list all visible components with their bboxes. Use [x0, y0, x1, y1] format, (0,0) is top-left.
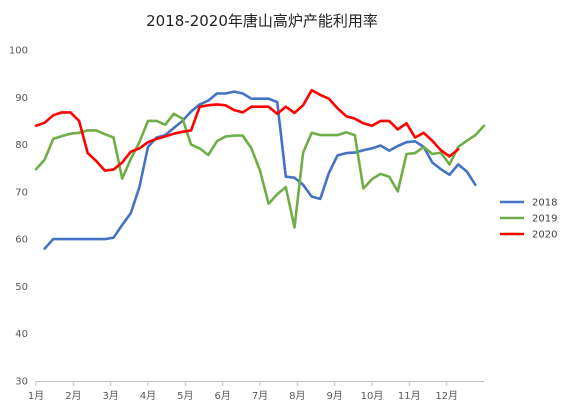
legend: 2018 2019 2020: [500, 198, 557, 241]
x-tick-label: 7月: [252, 390, 268, 402]
x-tick-label: 8月: [289, 390, 305, 402]
x-tick-label: 10月: [361, 390, 384, 402]
x-tick-label: 5月: [177, 390, 193, 402]
y-tick-label: 70: [15, 187, 28, 198]
y-tick-label: 40: [15, 329, 28, 340]
y-tick-label: 100: [9, 46, 28, 57]
y-tick-label: 50: [15, 282, 28, 293]
x-tick-label: 6月: [215, 390, 231, 402]
x-tick-label: 11月: [398, 390, 421, 402]
x-tick-label: 9月: [327, 390, 343, 402]
series-line-2019: [34, 112, 486, 229]
x-tick-label: 2月: [65, 390, 81, 402]
chart-title: 2018-2020年唐山高炉产能利用率: [146, 12, 378, 30]
y-tick-label: 90: [15, 93, 28, 104]
y-tick-label: 80: [15, 140, 28, 151]
legend-label-2018: 2018: [532, 198, 557, 209]
legend-label-2020: 2020: [532, 230, 557, 241]
y-tick-label: 60: [15, 235, 28, 246]
x-tick-label: 3月: [103, 390, 119, 402]
x-tick-label: 1月: [28, 390, 44, 402]
series-layer: [34, 88, 486, 250]
axes: 30 40 50 60 70 80 90 100 1月 2月 3月 4月 5月 6月 7月 8月 9月 10月 11…: [9, 46, 484, 402]
series-line-2020: [34, 88, 460, 172]
x-tick-label: 4月: [140, 390, 156, 402]
x-tick-label: 12月: [435, 390, 458, 402]
legend-label-2019: 2019: [532, 214, 557, 225]
series-line-2018: [43, 90, 477, 250]
y-tick-label: 30: [15, 377, 28, 388]
